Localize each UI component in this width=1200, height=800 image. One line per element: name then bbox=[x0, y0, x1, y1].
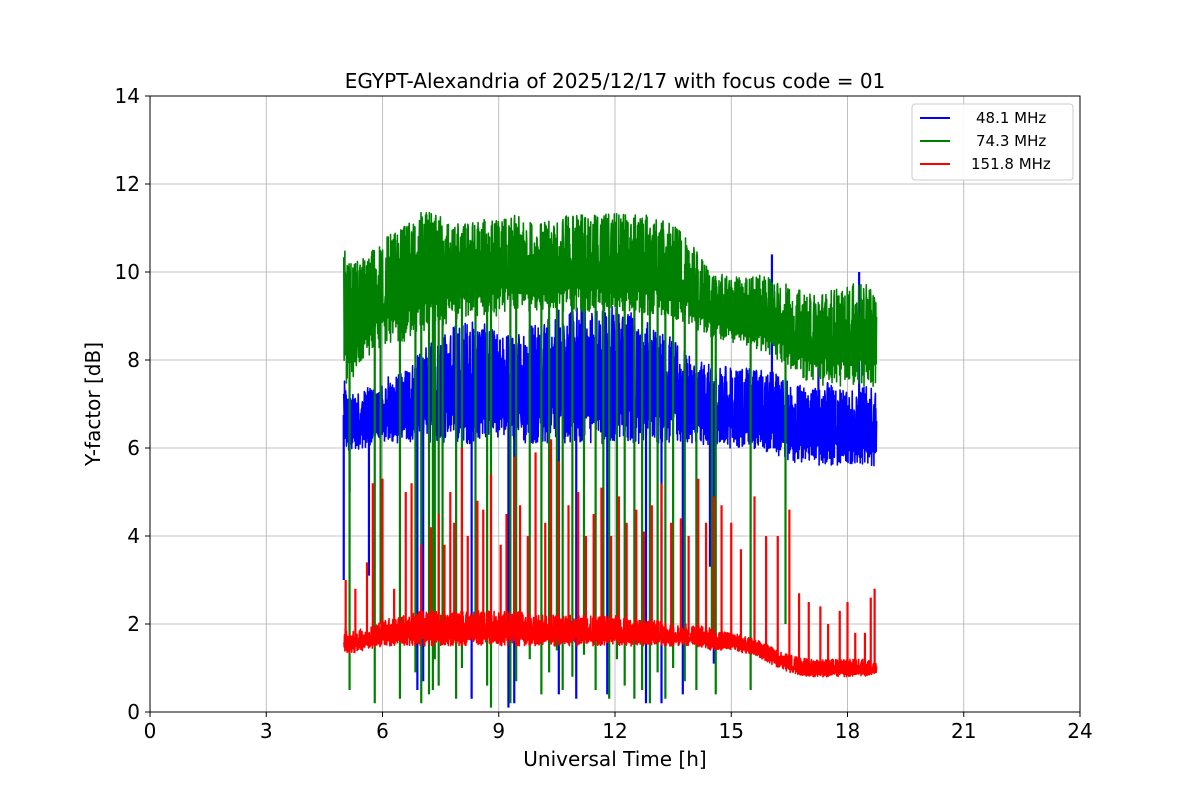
series-1518-mhz bbox=[342, 439, 878, 678]
legend-label-74: 74.3 MHz bbox=[976, 132, 1046, 150]
x-tick-label: 3 bbox=[260, 719, 273, 743]
y-axis: 0 2 4 6 8 10 12 14 bbox=[115, 84, 150, 724]
y-tick-label: 14 bbox=[115, 84, 140, 108]
x-axis: 0 3 6 9 12 15 18 21 24 bbox=[144, 712, 1093, 743]
y-tick-label: 4 bbox=[127, 524, 140, 548]
y-tick-label: 0 bbox=[127, 700, 140, 724]
x-tick-label: 9 bbox=[492, 719, 505, 743]
y-tick-label: 12 bbox=[115, 172, 140, 196]
y-tick-label: 2 bbox=[127, 612, 140, 636]
x-tick-label: 12 bbox=[602, 719, 627, 743]
y-tick-label: 8 bbox=[127, 348, 140, 372]
legend-label-151: 151.8 MHz bbox=[971, 155, 1051, 173]
y-tick-label: 6 bbox=[127, 436, 140, 460]
x-tick-label: 6 bbox=[376, 719, 389, 743]
x-tick-label: 24 bbox=[1067, 719, 1092, 743]
legend-label-48: 48.1 MHz bbox=[976, 109, 1046, 127]
legend-box bbox=[911, 103, 1074, 181]
plot-area bbox=[342, 211, 878, 708]
x-tick-label: 18 bbox=[835, 719, 860, 743]
y-tick-label: 10 bbox=[115, 260, 140, 284]
x-axis-label: Universal Time [h] bbox=[523, 747, 706, 771]
y-axis-label: Y-factor [dB] bbox=[81, 342, 105, 467]
legend: 48.1 MHz 74.3 MHz 151.8 MHz bbox=[911, 103, 1074, 181]
x-tick-label: 15 bbox=[719, 719, 744, 743]
x-tick-label: 21 bbox=[951, 719, 976, 743]
chart-title: EGYPT-Alexandria of 2025/12/17 with focu… bbox=[345, 69, 886, 93]
x-tick-label: 0 bbox=[144, 719, 157, 743]
